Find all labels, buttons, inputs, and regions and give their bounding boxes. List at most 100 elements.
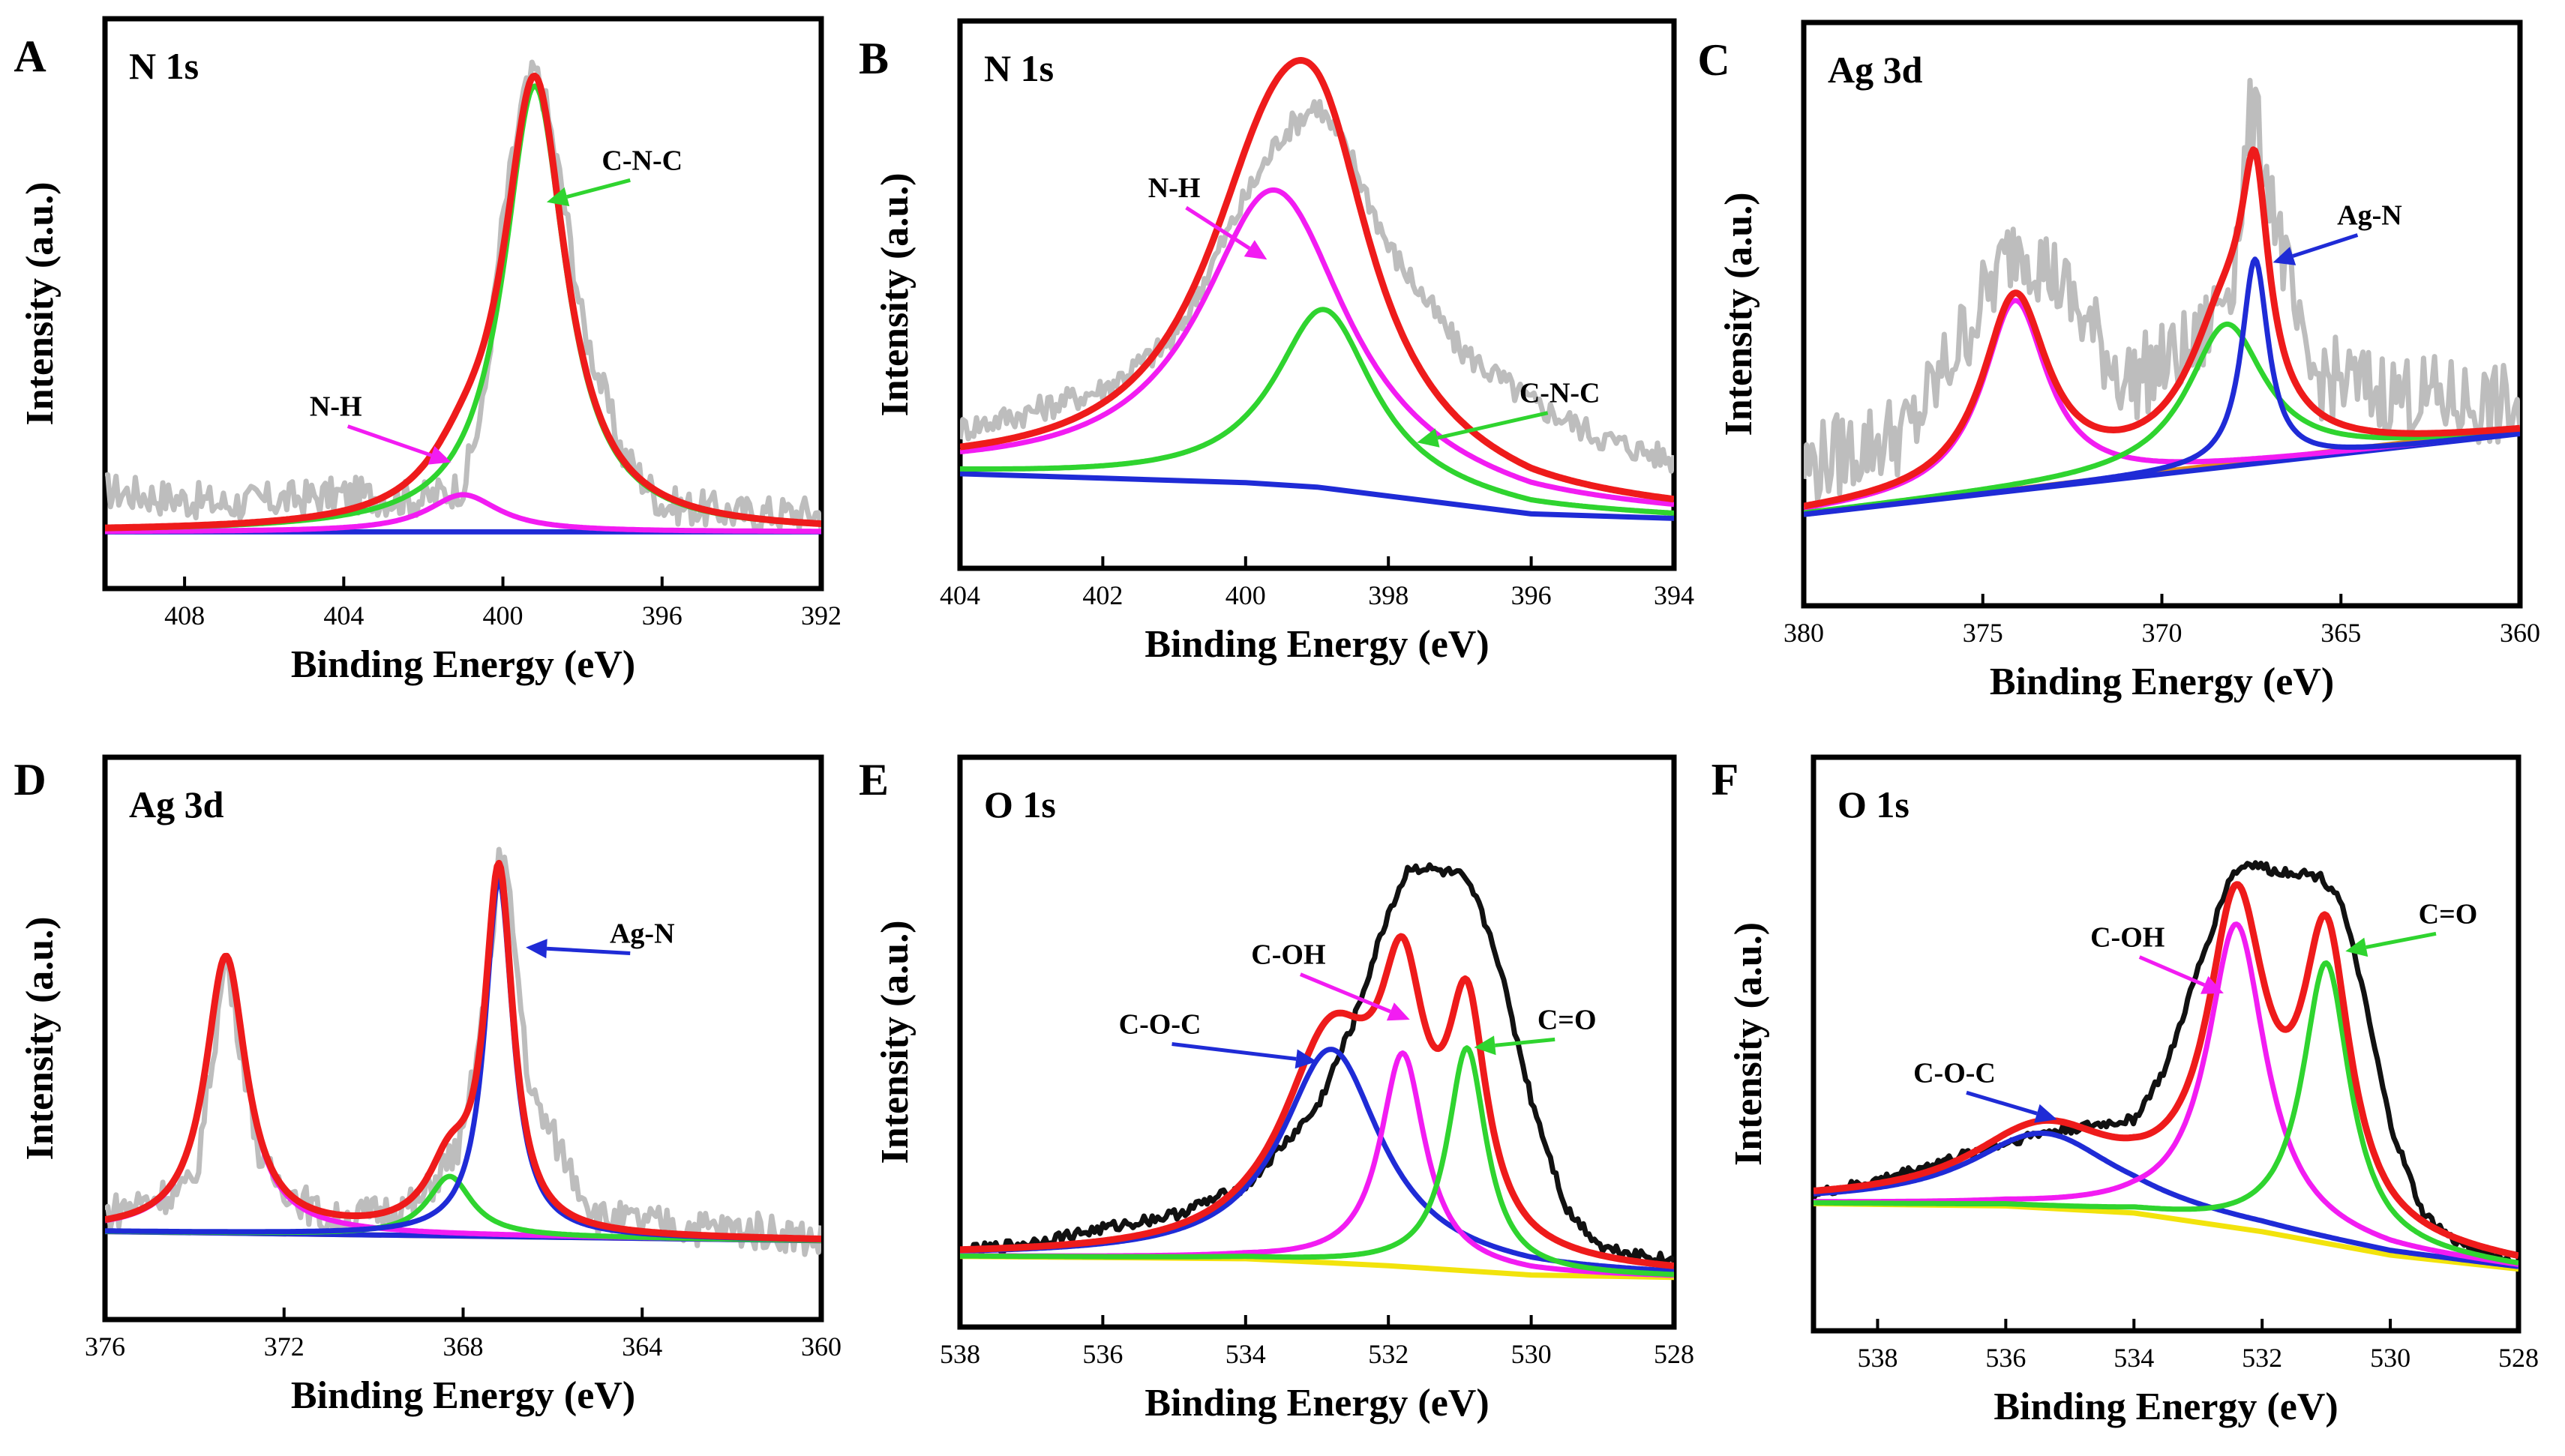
x-axis-label: Binding Energy (eV) [291, 1374, 635, 1417]
panel-D: 376 372 368 364 360 Ag-N D Ag 3d Binding Energy … [14, 754, 842, 1417]
annotation-arrowhead [2272, 247, 2296, 265]
panel-F: 538 536 534 532 530 528 C-O-C C-OH C=O F O 1s Bindi… [1712, 754, 2539, 1428]
annotation-arrowhead [428, 446, 452, 465]
series-n-h [960, 187, 1674, 508]
plot-frame [1810, 754, 2522, 1334]
x-tick-label: 360 [2500, 618, 2540, 648]
annotation-arrow [2138, 955, 2206, 987]
x-tick-label: 528 [1654, 1339, 1694, 1369]
annotation-arrowhead [1417, 428, 1440, 448]
x-tick-label: 528 [2498, 1343, 2539, 1373]
x-tick-label: 396 [1511, 580, 1552, 610]
annotation-label: Ag-N [2337, 199, 2402, 231]
series-envelope [960, 933, 1674, 1269]
y-axis-label: Intensity (a.u.) [874, 172, 916, 416]
series-baseline [960, 1254, 1674, 1281]
panel-letter: D [14, 755, 46, 804]
annotation-arrowhead [1294, 1049, 1317, 1069]
annotation-arrowhead [526, 939, 548, 959]
plot-area [105, 846, 821, 1257]
x-tick-label: 376 [85, 1332, 125, 1362]
series-c-o [1814, 960, 2518, 1266]
plot-frame [102, 16, 824, 592]
x-tick-label: 368 [443, 1332, 484, 1362]
x-tick-label: 400 [1226, 580, 1266, 610]
series-raw [1804, 77, 2520, 502]
panel-letter: B [859, 34, 889, 83]
x-tick-label: 380 [1784, 618, 1824, 648]
series-ag-3d5-2-fit- [1804, 321, 2520, 516]
series-envelope [1814, 881, 2518, 1260]
annotation-arrow [2292, 233, 2359, 258]
y-axis-label: Intensity (a.u.) [19, 181, 62, 425]
annotation-arrowhead [546, 187, 570, 207]
series-envelope [105, 859, 821, 1242]
x-axis-label: Binding Energy (eV) [1994, 1386, 2338, 1428]
series-ag-n [1804, 256, 2520, 517]
series-raw [105, 59, 821, 534]
series-envelope [960, 57, 1674, 503]
annotation-arrowhead [2034, 1104, 2057, 1123]
annotation-arrowhead [2345, 937, 2368, 957]
x-tick-label: 530 [1511, 1339, 1552, 1369]
x-tick-label: 398 [1368, 580, 1408, 610]
x-axis-label: Binding Energy (eV) [1990, 661, 2334, 703]
series-c-o-c [1814, 1131, 2518, 1269]
x-tick-label: 532 [1368, 1339, 1408, 1369]
plot-frame [1801, 19, 2523, 609]
series-raw [1814, 860, 2518, 1270]
annotation-arrowhead [2200, 975, 2224, 994]
annotation-label: C-N-C [1520, 378, 1600, 409]
x-tick-label: 394 [1654, 580, 1694, 610]
panel-letter: A [14, 31, 46, 81]
annotation-label: C-O-C [1119, 1009, 1202, 1041]
annotation-label: C=O [1538, 1004, 1597, 1035]
plot-area [960, 57, 1674, 521]
panel-title: O 1s [984, 783, 1056, 825]
series-c-n-c [105, 83, 821, 532]
x-tick-label: 360 [801, 1332, 842, 1362]
x-tick-label: 365 [2320, 618, 2361, 648]
x-tick-label: 364 [622, 1332, 662, 1362]
series-c-n-c [960, 307, 1674, 516]
panel-C: 380 375 370 365 360 Ag-N C Ag 3d Binding Energy … [1697, 19, 2540, 703]
y-axis-label: Intensity (a.u.) [1727, 922, 1770, 1166]
annotation-arrow [1437, 411, 1549, 440]
plot-area [1814, 860, 2518, 1272]
annotation-label: N-H [1148, 172, 1201, 204]
annotation-arrow [546, 946, 631, 956]
annotation-arrowhead [1244, 240, 1268, 260]
annotation-arrowhead [1386, 1002, 1410, 1021]
annotation-arrow [1495, 1037, 1556, 1047]
annotation-arrow [346, 424, 432, 457]
x-tick-label: 534 [2114, 1343, 2154, 1373]
annotation-label: C-N-C [602, 145, 682, 176]
series-envelope [1804, 146, 2520, 510]
panel-letter: C [1697, 35, 1730, 85]
plot-area [105, 59, 821, 535]
panel-title: Ag 3d [129, 783, 224, 825]
x-tick-label: 396 [642, 601, 682, 631]
x-tick-label: 532 [2242, 1343, 2282, 1373]
series-raw [105, 846, 821, 1257]
panel-title: Ag 3d [1828, 49, 1923, 91]
x-tick-label: 408 [164, 601, 205, 631]
y-axis-label: Intensity (a.u.) [1718, 192, 1760, 436]
series-n-h [105, 492, 821, 535]
annotation-arrow [2366, 931, 2437, 949]
series-raw [960, 862, 1674, 1266]
annotation-arrow [566, 178, 631, 199]
series-baseline [960, 471, 1674, 521]
annotation-arrow [1299, 972, 1391, 1014]
annotation-label: N-H [310, 391, 362, 423]
panel-B: 404 402 400 398 396 394 N-H C-N-C B N 1s Binding E… [859, 18, 1694, 666]
panel-title: N 1s [129, 45, 199, 87]
x-axis-label: Binding Energy (eV) [291, 643, 635, 686]
panel-title: N 1s [984, 47, 1054, 89]
x-tick-label: 538 [940, 1339, 980, 1369]
annotation-label: C-O-C [1913, 1057, 1996, 1089]
x-axis-label: Binding Energy (eV) [1144, 1382, 1489, 1425]
plot-area [1804, 77, 2520, 517]
x-tick-label: 536 [1082, 1339, 1123, 1369]
